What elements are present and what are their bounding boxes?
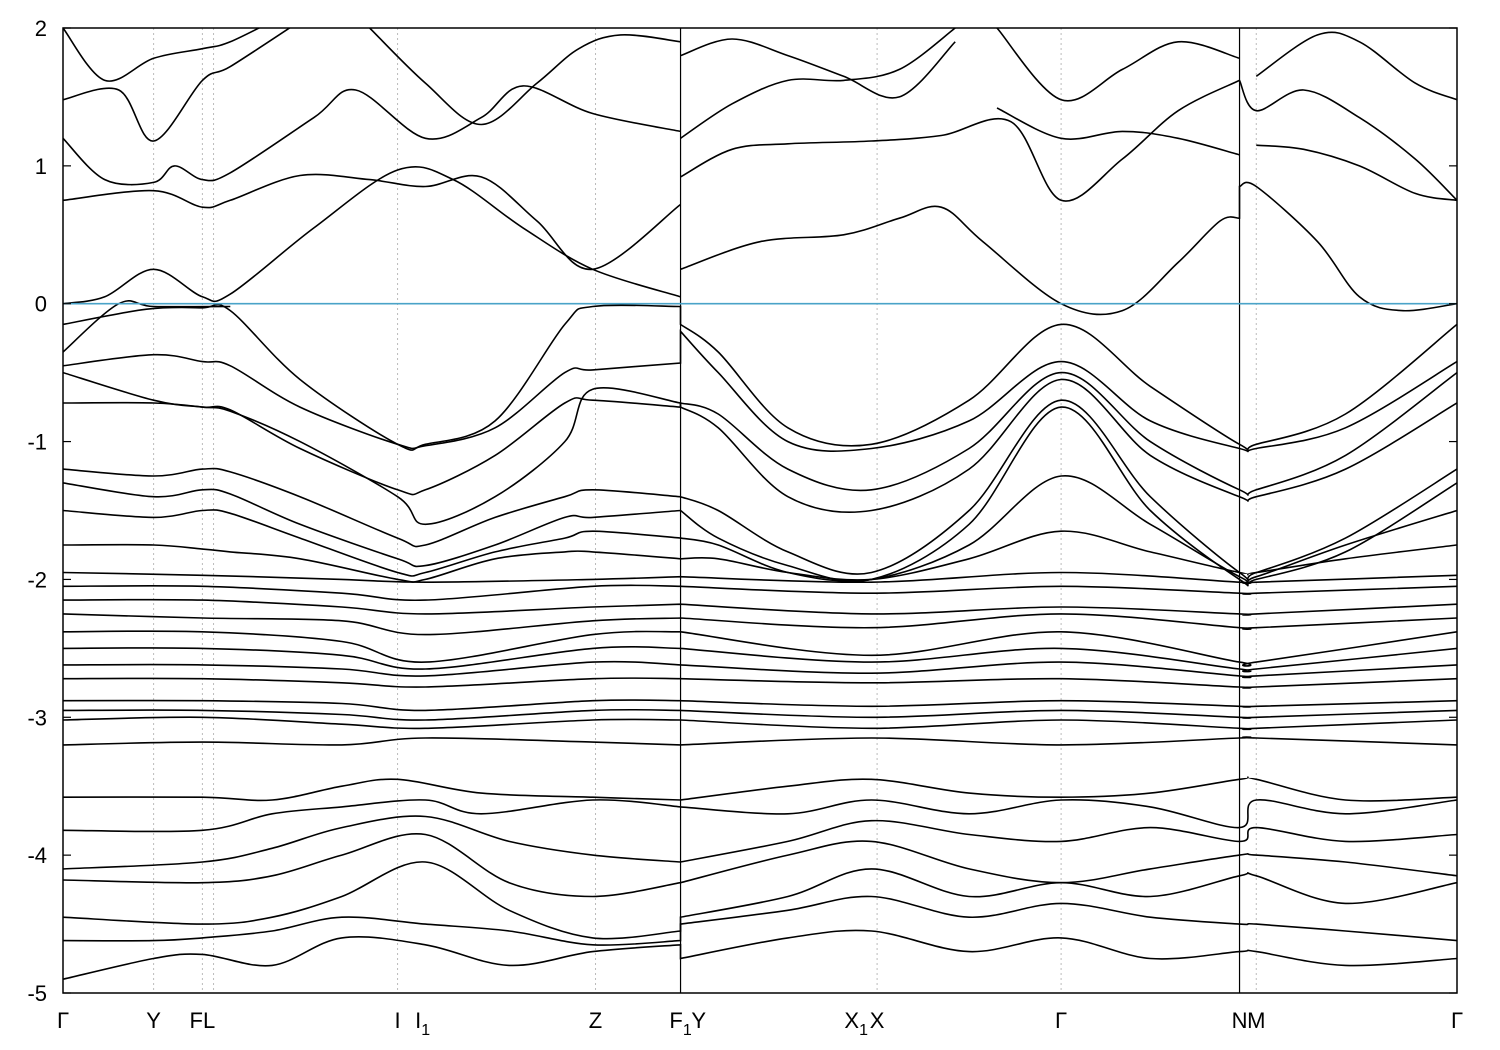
x-tick-label: Y bbox=[146, 1008, 161, 1033]
band-line-12 bbox=[63, 630, 1457, 667]
x-tick-label: X1 bbox=[844, 1008, 868, 1039]
band-line-5 bbox=[63, 406, 1457, 587]
grid-lines bbox=[153, 28, 1257, 993]
x-tick-main: Z bbox=[589, 1008, 602, 1033]
band-line-19 bbox=[63, 736, 1457, 746]
band-line-4 bbox=[63, 399, 1457, 581]
band-line-0 bbox=[63, 303, 1457, 451]
band-line-38 bbox=[996, 28, 1240, 102]
x-tick-main: I bbox=[415, 1008, 421, 1033]
x-tick-label: M bbox=[1247, 1008, 1265, 1033]
y-tick-label: -1 bbox=[27, 430, 47, 455]
x-tick-main: Y bbox=[691, 1008, 706, 1033]
x-tick-subscript: 1 bbox=[859, 1022, 868, 1039]
y-tick-label: -5 bbox=[27, 981, 47, 1006]
x-tick-label: Γ bbox=[1055, 1008, 1067, 1033]
band-line-32 bbox=[63, 300, 231, 353]
x-tick-main: N bbox=[1232, 1008, 1248, 1033]
band-line-33 bbox=[369, 28, 681, 126]
band-line-10 bbox=[63, 598, 1457, 616]
y-tick-label: -3 bbox=[27, 705, 47, 730]
x-tick-subscript: 1 bbox=[421, 1022, 430, 1039]
band-line-8 bbox=[63, 571, 1457, 585]
x-tick-main: Γ bbox=[1451, 1008, 1463, 1033]
x-tick-label: I bbox=[394, 1008, 400, 1033]
x-tick-main: X bbox=[844, 1008, 859, 1033]
band-line-6 bbox=[63, 475, 1457, 583]
x-tick-label: I1 bbox=[415, 1008, 430, 1039]
band-line-39 bbox=[996, 107, 1240, 156]
x-tick-main: F bbox=[669, 1008, 682, 1033]
x-tick-main: M bbox=[1247, 1008, 1265, 1033]
x-tick-main: Y bbox=[146, 1008, 161, 1033]
band-line-29 bbox=[63, 85, 681, 186]
band-line-18 bbox=[63, 716, 1457, 731]
x-tick-label: Z bbox=[589, 1008, 602, 1033]
x-tick-label: X bbox=[870, 1008, 885, 1033]
band-line-15 bbox=[63, 677, 1457, 689]
x-tick-label: N bbox=[1232, 1008, 1248, 1033]
band-line-24 bbox=[63, 861, 1457, 940]
band-line-40 bbox=[1256, 144, 1457, 202]
y-tick-label: -2 bbox=[27, 567, 47, 592]
band-line-2 bbox=[63, 371, 1457, 496]
band-line-21 bbox=[63, 799, 1457, 833]
band-line-14 bbox=[63, 660, 1457, 679]
band-line-31 bbox=[63, 165, 681, 305]
band-line-22 bbox=[63, 815, 1457, 870]
band-line-27 bbox=[63, 28, 261, 82]
band-line-23 bbox=[63, 832, 1457, 898]
y-tick-label: 0 bbox=[35, 292, 47, 317]
band-line-1 bbox=[63, 329, 1457, 453]
band-line-34 bbox=[680, 181, 1457, 316]
y-tick-label: 1 bbox=[35, 154, 47, 179]
plot-area bbox=[63, 28, 1457, 980]
x-tick-label: F1 bbox=[669, 1008, 691, 1039]
plot-frame bbox=[62, 27, 1458, 994]
band-line-26 bbox=[63, 929, 1457, 980]
band-line-30 bbox=[63, 173, 681, 271]
band-line-41 bbox=[1255, 31, 1457, 101]
band-line-9 bbox=[63, 584, 1457, 602]
x-tick-main: Γ bbox=[1055, 1008, 1067, 1033]
x-tick-label: Γ bbox=[1451, 1008, 1463, 1033]
x-tick-subscript: 1 bbox=[683, 1022, 692, 1039]
y-tick-label: 2 bbox=[35, 16, 47, 41]
x-tick-label: Γ bbox=[57, 1008, 69, 1033]
y-axis: 2 1 0 -1 -2 -3 -4 -5 bbox=[27, 16, 1457, 1006]
band-line-37 bbox=[680, 38, 956, 99]
band-line-13 bbox=[63, 646, 1457, 673]
x-tick-label: Y bbox=[691, 1008, 706, 1033]
y-tick-label: -4 bbox=[27, 843, 47, 868]
band-line-36 bbox=[680, 28, 956, 139]
band-line-28 bbox=[63, 28, 291, 142]
band-line-20 bbox=[63, 776, 1457, 802]
x-tick-main: X bbox=[870, 1008, 885, 1033]
band-line-16 bbox=[63, 699, 1457, 712]
x-tick-main: Γ bbox=[57, 1008, 69, 1033]
band-line-3 bbox=[63, 378, 1457, 526]
band-line-7 bbox=[63, 530, 1457, 583]
band-line-17 bbox=[63, 708, 1457, 721]
x-tick-main: I bbox=[394, 1008, 400, 1033]
x-tick-main: FL bbox=[190, 1008, 216, 1033]
x-tick-label: FL bbox=[190, 1008, 216, 1033]
band-line-25 bbox=[63, 895, 1457, 946]
band-line-35 bbox=[680, 79, 1457, 202]
band-line-11 bbox=[63, 613, 1457, 636]
x-axis: Γ Y FL I I1 Z F1 Y X1 X Γ N M Γ bbox=[57, 1008, 1463, 1039]
